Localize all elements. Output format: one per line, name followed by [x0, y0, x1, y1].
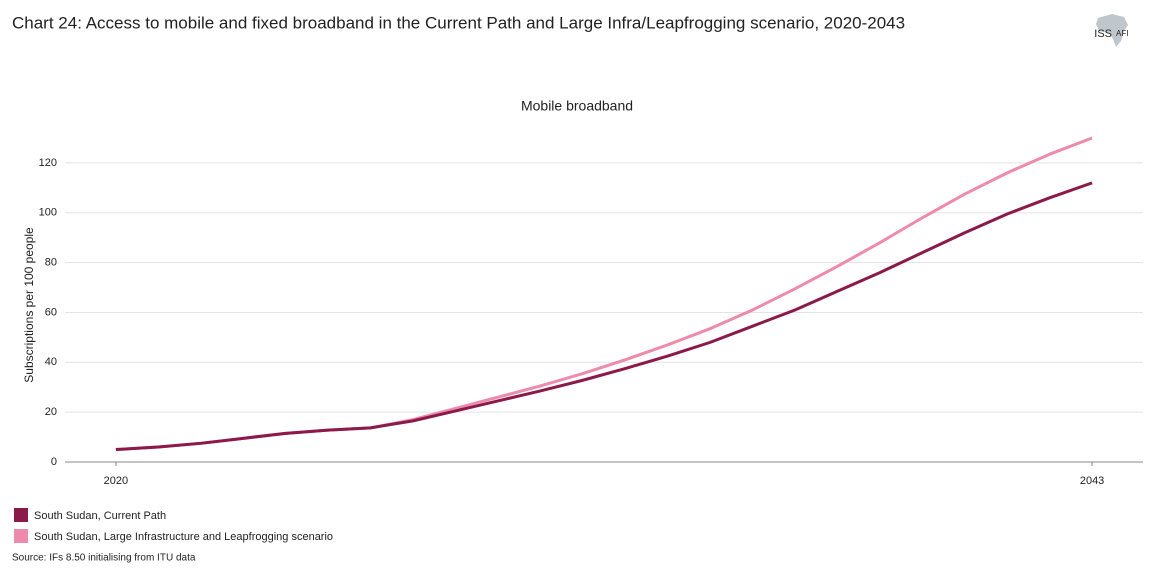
- series-line: [115, 136, 1093, 452]
- y-tick-label: 20: [45, 406, 57, 418]
- x-tick-label: 2043: [1080, 475, 1104, 487]
- y-tick-label: 40: [45, 356, 57, 368]
- source: Source: IFs 8.50 initialising from ITU d…: [12, 553, 196, 564]
- y-tick-label: 0: [51, 456, 57, 468]
- chart-subtitle: Mobile broadband: [521, 98, 633, 114]
- legend-swatch: [14, 529, 28, 543]
- logo-map: [1096, 14, 1128, 47]
- y-axis-label: Subscriptions per 100 people: [22, 227, 36, 383]
- logo-secondary: AFI: [1116, 29, 1128, 38]
- logo-primary: ISS: [1094, 28, 1112, 40]
- chart-title: Chart 24: Access to mobile and fixed bro…: [12, 13, 905, 32]
- series-line: [115, 181, 1093, 452]
- legend-swatch: [14, 508, 28, 522]
- y-tick-label: 120: [39, 157, 57, 169]
- x-tick-label: 2020: [104, 475, 128, 487]
- y-tick-label: 80: [45, 257, 57, 269]
- logo: ISS AFI: [1094, 14, 1128, 47]
- y-tick-label: 100: [39, 207, 57, 219]
- legend-label: South Sudan, Large Infrastructure and Le…: [34, 531, 333, 543]
- y-tick-label: 60: [45, 306, 57, 318]
- legend-label: South Sudan, Current Path: [34, 510, 166, 522]
